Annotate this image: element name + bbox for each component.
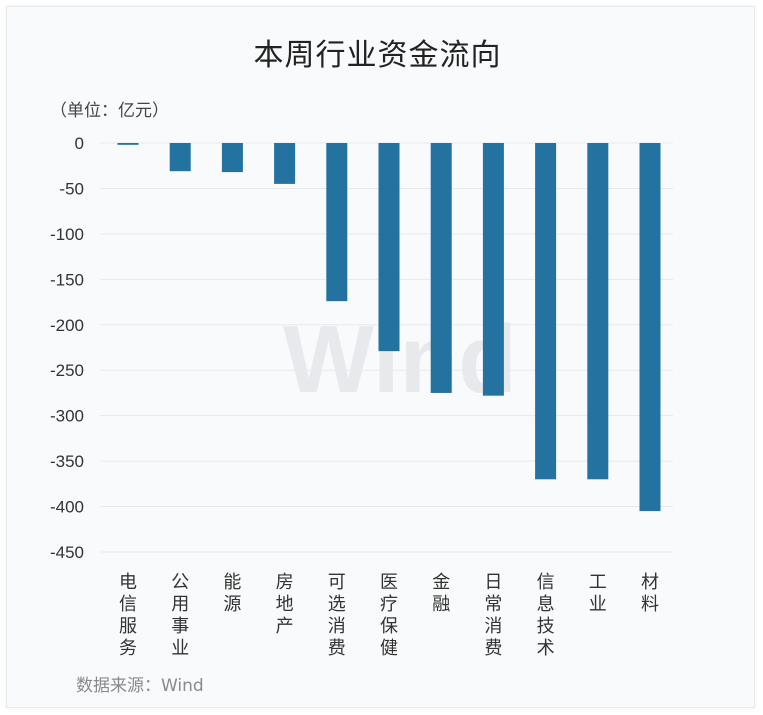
x-tick-label: 信息技术	[537, 572, 555, 659]
x-tick-label: 能源	[223, 572, 241, 615]
x-tick-label: 房地产	[276, 572, 294, 637]
x-tick-label: 医疗保健	[380, 572, 398, 659]
y-tick-label: -450	[50, 543, 84, 562]
unit-label: （单位：亿元）	[50, 101, 169, 121]
x-tick-label: 金融	[432, 572, 450, 615]
y-tick-label: -100	[50, 225, 84, 244]
y-tick-label: -200	[50, 316, 84, 335]
bar-7	[482, 143, 504, 396]
bar-9	[587, 143, 609, 480]
y-tick-label: -250	[50, 361, 84, 380]
bars	[117, 143, 661, 512]
y-tick-label: -150	[50, 270, 84, 289]
bar-1	[169, 143, 191, 172]
watermark: Wind	[283, 306, 517, 413]
bar-0	[117, 143, 139, 145]
y-tick-label: -50	[59, 179, 84, 198]
x-tick-label: 可选消费	[328, 572, 346, 659]
x-tick-label: 日常消费	[484, 572, 502, 659]
y-tick-label: -400	[50, 498, 84, 517]
bar-8	[535, 143, 557, 480]
y-tick-label: -350	[50, 452, 84, 471]
chart-title: 本周行业资金流向	[253, 38, 502, 73]
bar-2	[221, 143, 243, 173]
y-tick-label: 0	[75, 134, 84, 153]
bar-10	[639, 143, 661, 512]
y-tick-label: -300	[50, 407, 84, 426]
source-note: 数据来源：Wind	[76, 676, 204, 696]
bar-4	[326, 143, 348, 302]
x-tick-label: 材料	[641, 572, 659, 615]
bar-5	[378, 143, 400, 352]
y-axis-ticks: 0 -50 -100 -150 -200 -250 -300 -350 -400 -450	[50, 134, 84, 562]
x-tick-label: 公用事业	[171, 572, 189, 659]
x-tick-label: 工业	[589, 572, 607, 615]
x-tick-label: 电信服务	[119, 572, 137, 659]
bar-6	[430, 143, 452, 393]
bar-3	[274, 143, 296, 184]
chart-card	[6, 6, 755, 708]
